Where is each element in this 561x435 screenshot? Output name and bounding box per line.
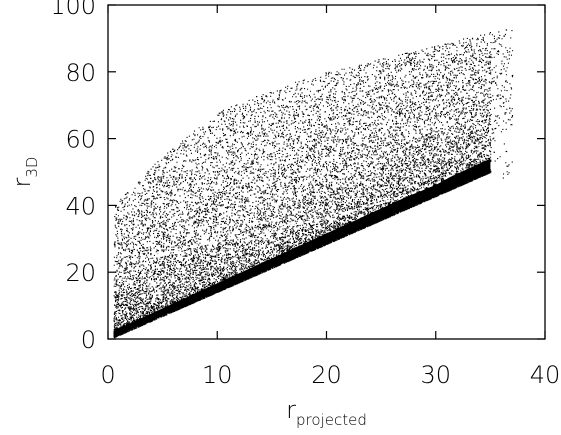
y-tick-label-1: 20 bbox=[65, 259, 96, 287]
axis-ticks bbox=[107, 4, 546, 340]
line-series-layer bbox=[113, 131, 492, 262]
y-tick-label-0: 0 bbox=[81, 326, 96, 354]
x-tick-label-0: 0 bbox=[100, 361, 115, 389]
scatter-points bbox=[113, 29, 514, 339]
y-tick-label-5: 100 bbox=[50, 0, 96, 20]
x-tick-label-1: 10 bbox=[202, 361, 233, 389]
axis-tick-labels: 0 10 20 30 40 0 20 40 60 80 100 bbox=[50, 0, 560, 389]
x-tick-label-3: 30 bbox=[420, 361, 451, 389]
x-axis-title-main: r bbox=[286, 396, 296, 424]
series-line-0 bbox=[113, 131, 492, 262]
y-axis-title-subscript: 3D bbox=[23, 157, 41, 178]
x-tick-label-4: 40 bbox=[530, 361, 561, 389]
y-axis-title: r3D bbox=[8, 157, 41, 188]
y-axis-title-main: r bbox=[8, 177, 36, 187]
x-axis-title: rprojected bbox=[286, 396, 367, 429]
scatter-dense-band bbox=[113, 158, 491, 338]
y-tick-label-4: 80 bbox=[65, 59, 96, 87]
x-tick-label-2: 20 bbox=[311, 361, 342, 389]
y-tick-label-3: 60 bbox=[65, 126, 96, 154]
scatter-point-cloud bbox=[113, 29, 514, 339]
y-tick-label-2: 40 bbox=[65, 192, 96, 220]
x-axis-title-subscript: projected bbox=[296, 411, 367, 429]
